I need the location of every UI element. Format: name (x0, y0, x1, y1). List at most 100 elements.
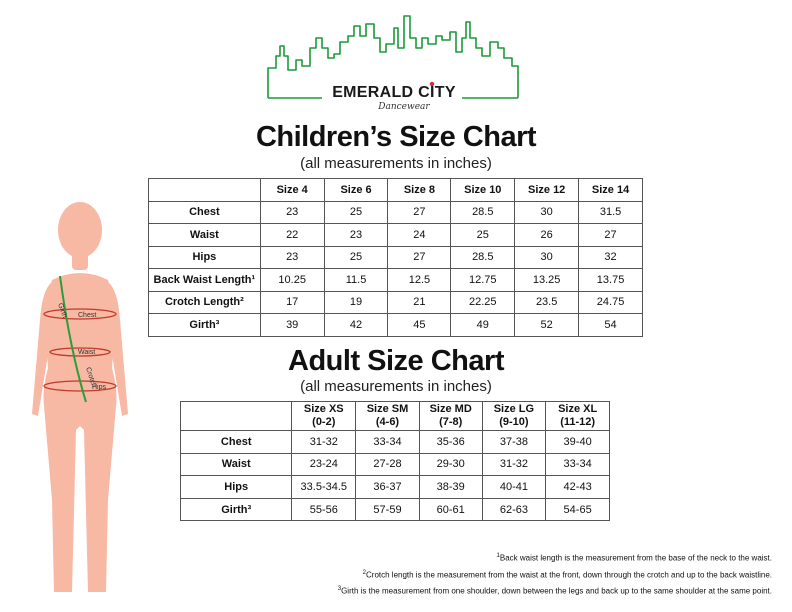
table-row: Hips 23 25 27 28.5 30 32 (148, 245, 643, 269)
column-header: Size 4 (259, 178, 325, 202)
adult-chart-title: Adult Size Chart (288, 345, 504, 377)
table-cell: 27 (578, 223, 643, 247)
adult-chart-subtitle: (all measurements in inches) (300, 378, 492, 395)
table-cell: 55-56 (291, 497, 357, 522)
row-label: Chest (179, 430, 293, 454)
table-cell: 24 (387, 223, 452, 247)
table-row: Back Waist Length¹ 10.25 11.5 12.5 12.75 13.2… (148, 268, 643, 292)
table-cell: 42-43 (545, 475, 610, 499)
row-label: Waist (148, 223, 261, 247)
table-cell: 23 (259, 200, 325, 224)
table-cell: 40-41 (481, 475, 547, 499)
table-cell: 12.5 (387, 268, 452, 292)
city-skyline-icon (267, 15, 519, 99)
row-label: Girth³ (179, 497, 293, 522)
children-chart-title: Children’s Size Chart (255, 121, 537, 153)
table-cell: 22 (259, 223, 325, 247)
children-chart-subtitle: (all measurements in inches) (300, 155, 492, 172)
girth-label: Girth (56, 302, 68, 319)
table-cell: 31.5 (578, 200, 643, 224)
row-label: Chest (148, 200, 261, 224)
table-cell: 39 (259, 313, 325, 337)
table-cell: 24.75 (578, 290, 643, 314)
column-header: Size 6 (323, 178, 389, 202)
table-cell: 42 (323, 313, 389, 337)
row-label: Waist (179, 452, 293, 477)
table-cell: 57-59 (355, 497, 420, 522)
table-cell: 22.25 (450, 290, 516, 314)
column-header: Size MD (7-8) (418, 401, 483, 431)
body-measurement-figure: Girth Chest Waist Crotch Hips (30, 200, 160, 602)
column-header: Size 8 (387, 178, 452, 202)
table-cell: 39-40 (545, 430, 610, 454)
table-cell: 12.75 (450, 268, 516, 292)
chest-label: Chest (78, 312, 96, 319)
table-cell: 52 (514, 313, 580, 337)
table-row: Crotch Length² 17 19 21 22.25 23.5 24.75 (148, 290, 643, 314)
column-header: Size 12 (514, 178, 580, 202)
row-label: Back Waist Length¹ (148, 268, 261, 292)
table-cell: 31-32 (481, 452, 547, 477)
brand-name: EMERALD CITY (332, 84, 456, 101)
table-row: Girth³ 55-56 57-59 60-61 62-63 54-65 (179, 497, 610, 522)
table-corner-cell (179, 401, 293, 431)
column-header: Size XL (11-12) (545, 401, 610, 431)
table-cell: 33-34 (355, 430, 420, 454)
table-cell: 19 (323, 290, 389, 314)
table-cell: 45 (387, 313, 452, 337)
table-cell: 27-28 (355, 452, 420, 477)
table-cell: 26 (514, 223, 580, 247)
table-row: Chest 23 25 27 28.5 30 31.5 (148, 200, 643, 224)
table-cell: 54 (578, 313, 643, 337)
hips-label: Hips (92, 384, 107, 391)
table-cell: 28.5 (450, 245, 516, 269)
column-header: Size XS (0-2) (291, 401, 357, 431)
row-label: Hips (148, 245, 261, 269)
adult-size-table: Size XS (0-2) Size SM (4-6) Size MD (7-8) S… (179, 401, 610, 522)
table-row: Hips 33.5-34.5 36-37 38-39 40-41 42-43 (179, 475, 610, 499)
table-cell: 28.5 (450, 200, 516, 224)
brand-tagline: Dancewear (378, 102, 430, 112)
table-cell: 23.5 (514, 290, 580, 314)
table-cell: 33.5-34.5 (291, 475, 357, 499)
table-cell: 31-32 (291, 430, 357, 454)
table-cell: 62-63 (481, 497, 547, 522)
table-cell: 23 (323, 223, 389, 247)
column-header: Size 10 (450, 178, 516, 202)
table-cell: 36-37 (355, 475, 420, 499)
table-cell: 32 (578, 245, 643, 269)
table-cell: 60-61 (418, 497, 483, 522)
table-cell: 33-34 (545, 452, 610, 477)
table-cell: 25 (323, 245, 389, 269)
row-label: Crotch Length² (148, 290, 261, 314)
row-label: Girth³ (148, 313, 261, 337)
table-corner-cell (148, 178, 261, 202)
table-row: Girth³ 39 42 45 49 52 54 (148, 313, 643, 337)
table-cell: 29-30 (418, 452, 483, 477)
footnotes: 1Back waist length is the measurement fr… (212, 553, 772, 603)
table-cell: 35-36 (418, 430, 483, 454)
table-cell: 49 (450, 313, 516, 337)
row-label: Hips (179, 475, 293, 499)
body-silhouette-icon: Girth Chest Waist Crotch Hips (32, 202, 128, 592)
column-header: Size LG (9-10) (481, 401, 547, 431)
table-cell: 25 (323, 200, 389, 224)
column-header: Size 14 (578, 178, 643, 202)
table-cell: 30 (514, 245, 580, 269)
table-cell: 23-24 (291, 452, 357, 477)
children-size-table: Size 4 Size 6 Size 8 Size 10 Size 12 Siz… (148, 178, 643, 337)
table-cell: 27 (387, 200, 452, 224)
table-cell: 13.25 (514, 268, 580, 292)
table-cell: 10.25 (259, 268, 325, 292)
table-cell: 38-39 (418, 475, 483, 499)
table-cell: 37-38 (481, 430, 547, 454)
table-cell: 17 (259, 290, 325, 314)
table-header-row: Size 4 Size 6 Size 8 Size 10 Size 12 Siz… (148, 178, 643, 202)
brand-logo: EMERALD CITY Dancewear (262, 8, 524, 120)
column-header: Size SM (4-6) (355, 401, 420, 431)
table-cell: 27 (387, 245, 452, 269)
table-cell: 54-65 (545, 497, 610, 522)
table-row: Waist 23-24 27-28 29-30 31-32 33-34 (179, 452, 610, 477)
footnote: 1Back waist length is the measurement fr… (496, 553, 772, 563)
table-row: Waist 22 23 24 25 26 27 (148, 223, 643, 247)
